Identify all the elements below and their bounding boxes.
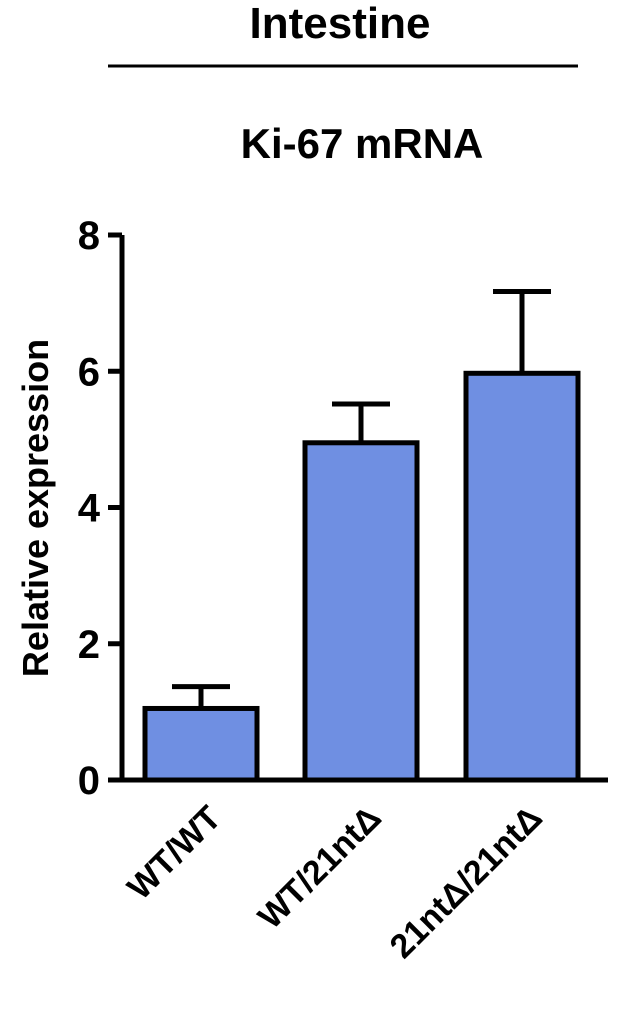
x-tick-label-0: WT/WT	[120, 799, 228, 907]
y-axis-label: Relative expression	[15, 339, 56, 677]
y-tick-label-8: 8	[78, 214, 100, 258]
chart-title: Ki-67 mRNA	[241, 120, 484, 167]
x-tick-label-1: WT/21ntΔ	[251, 799, 389, 937]
x-tick-label-2: 21ntΔ/21ntΔ	[383, 799, 550, 966]
bar-2	[463, 370, 581, 783]
panel-header: Intestine	[250, 0, 431, 48]
y-tick-label-0: 0	[78, 759, 100, 803]
y-tick-label-2: 2	[78, 623, 100, 667]
bar-0	[142, 705, 260, 783]
y-tick-label-6: 6	[78, 350, 100, 394]
bar-1	[302, 440, 420, 783]
y-tick-label-4: 4	[78, 487, 101, 531]
